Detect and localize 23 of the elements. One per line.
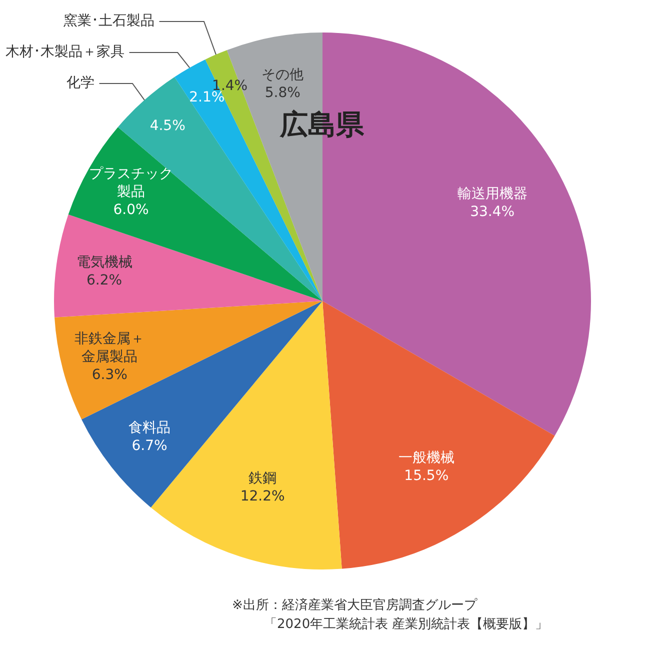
slice-label: 木材･木製品＋家具 bbox=[5, 44, 124, 60]
slice-label: 電気機械 bbox=[76, 254, 132, 270]
text: 「2020年工業統計表 産業別統計表【概要版】」 bbox=[263, 616, 550, 634]
slice-label: 非鉄金属＋金属製品 bbox=[74, 331, 145, 366]
slice-label: 食料品 bbox=[128, 420, 171, 436]
data-label: 6.2% bbox=[86, 272, 122, 288]
data-label: 6.0% bbox=[113, 202, 149, 218]
slice-label: 鉄鋼 bbox=[248, 470, 277, 486]
slice-label: 窯業･土石製品 bbox=[63, 13, 154, 30]
data-label: 15.5% bbox=[404, 468, 449, 484]
data-label: 6.3% bbox=[92, 367, 128, 384]
data-label: 6.7% bbox=[132, 438, 168, 454]
text: ※出所：経済産業省大臣官房調査グループ bbox=[231, 597, 478, 615]
slice-label: その他 bbox=[262, 67, 304, 84]
slice-label: 輸送用機器 bbox=[457, 186, 528, 202]
slice-label: プラスチック製品 bbox=[89, 166, 174, 200]
data-label: 5.8% bbox=[264, 85, 300, 102]
slice-label: 化学 bbox=[66, 75, 94, 92]
data-label: 33.4% bbox=[470, 204, 515, 220]
text: 広島県 bbox=[278, 107, 365, 143]
slice-label: 一般機械 bbox=[398, 450, 454, 466]
data-label: 4.5% bbox=[150, 118, 186, 134]
data-label: 12.2% bbox=[240, 488, 285, 504]
